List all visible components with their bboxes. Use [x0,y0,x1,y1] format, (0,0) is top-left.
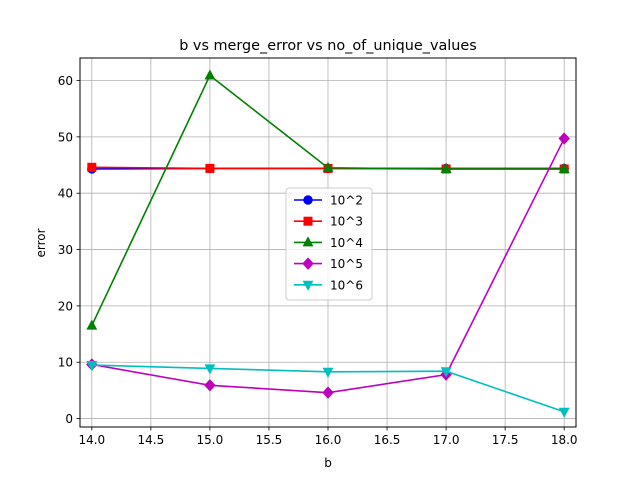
x-tick-label: 15.0 [197,433,224,447]
series-10^4 [86,69,570,330]
legend-item: 10^6 [294,278,363,292]
y-tick-label: 40 [58,187,73,201]
legend-marker [302,280,314,291]
series-group [86,69,570,418]
data-point [322,161,334,172]
data-point [440,162,452,173]
legend-marker [302,257,314,270]
data-point [440,367,452,378]
data-point [558,407,570,418]
legend-marker [302,236,314,247]
x-tick-label: 17.5 [492,433,519,447]
y-tick-label: 0 [65,412,73,426]
legend: 10^2 10^3 10^4 10^5 10^6 [285,187,373,301]
legend-label: 10^5 [330,257,363,271]
legend-label: 10^6 [330,278,363,292]
y-tick-label: 10 [58,356,73,370]
legend-label: 10^2 [330,194,363,208]
y-tick-label: 50 [58,130,73,144]
legend-item: 10^2 [294,194,363,208]
data-point [204,379,216,392]
data-point [87,162,97,172]
data-point [204,69,216,80]
chart-title: b vs merge_error vs no_of_unique_values [179,38,477,54]
legend-item: 10^5 [294,257,363,271]
x-tick-label: 17.0 [433,433,460,447]
y-tick-label: 60 [58,74,73,88]
data-point [558,132,570,145]
series-10^6 [86,361,570,418]
y-tick-label: 30 [58,243,73,257]
data-point [558,162,570,173]
data-point [204,364,216,375]
x-tick-label: 16.0 [315,433,342,447]
legend-label: 10^4 [330,236,363,250]
legend-marker [303,195,313,205]
legend-label: 10^3 [330,215,363,229]
x-tick-label: 18.0 [551,433,578,447]
ticks: 14.0 14.5 15.0 15.5 16.0 16.5 17.0 17.5 18.0 0 10 2… [58,74,578,447]
x-tick-label: 15.5 [256,433,283,447]
data-point [86,361,98,372]
y-axis-label: error [34,228,48,257]
x-axis-label: b [324,456,332,470]
x-tick-label: 16.5 [374,433,401,447]
legend-marker [303,216,313,226]
legend-box [285,187,373,301]
data-point [322,367,334,378]
data-point [205,163,215,173]
data-point [86,319,98,330]
x-tick-label: 14.0 [78,433,105,447]
legend-item: 10^4 [294,236,363,250]
data-point [322,386,334,399]
y-tick-label: 20 [58,299,73,313]
legend-item: 10^3 [294,215,363,229]
x-tick-label: 14.5 [137,433,164,447]
